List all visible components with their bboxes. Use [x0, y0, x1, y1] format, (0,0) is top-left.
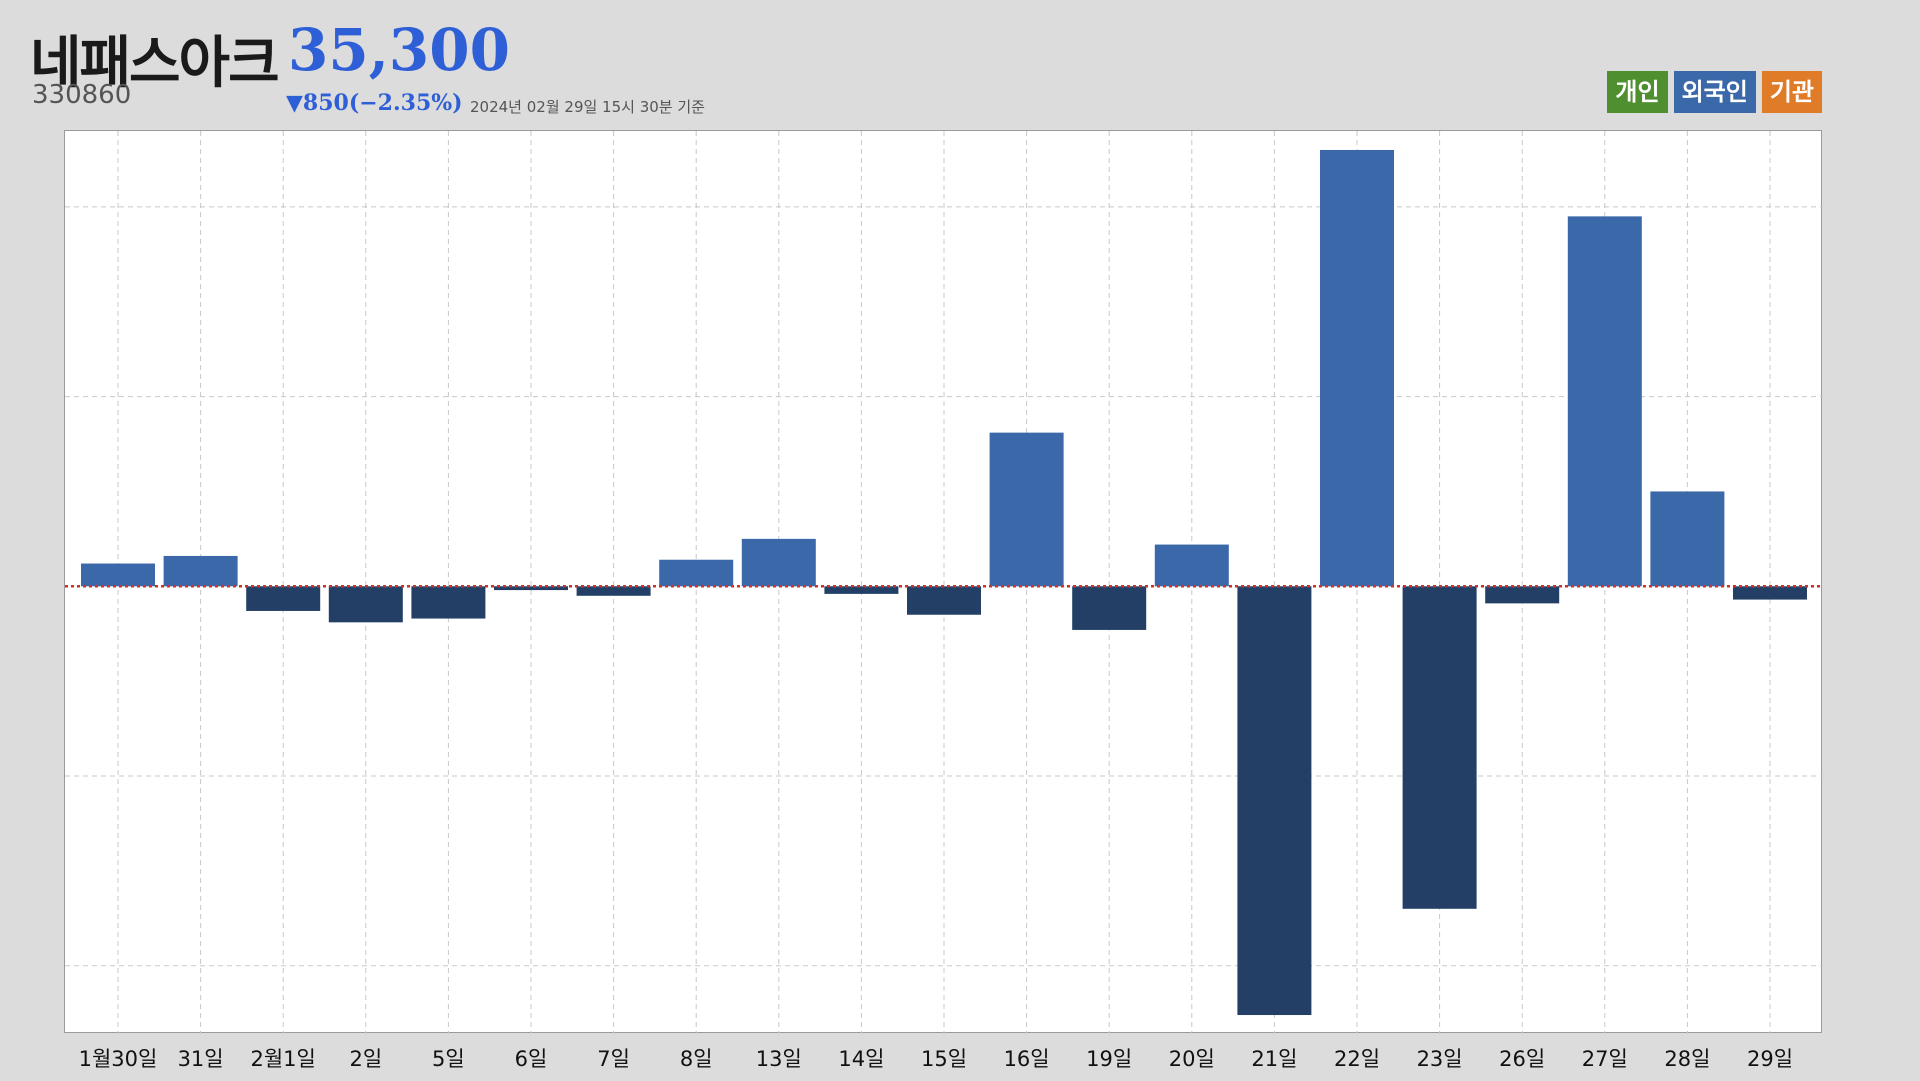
x-tick-label: 26일 — [1499, 1047, 1545, 1071]
x-tick-label: 5일 — [432, 1047, 465, 1071]
x-tick-label: 23일 — [1417, 1047, 1463, 1071]
x-tick-label: 22일 — [1334, 1047, 1380, 1071]
timestamp: 2024년 02월 29일 15시 30분 기준 — [470, 98, 705, 116]
x-tick-label: 2월1일 — [251, 1047, 316, 1071]
bar — [1567, 216, 1642, 587]
x-tick-label: 14일 — [838, 1047, 884, 1071]
bar — [1402, 586, 1477, 909]
x-tick-label: 1월30일 — [79, 1047, 158, 1071]
stock-price: 35,300 — [288, 16, 510, 84]
x-tick-label: 28일 — [1664, 1047, 1710, 1071]
x-tick-label: 21일 — [1251, 1047, 1297, 1071]
x-tick-label: 7일 — [597, 1047, 630, 1071]
x-tick-label: 8일 — [680, 1047, 713, 1071]
x-tick-label: 2일 — [349, 1047, 382, 1071]
bar — [576, 586, 651, 596]
bar — [328, 586, 403, 623]
bar — [907, 586, 981, 615]
bar — [494, 586, 568, 591]
chart-area: 10만5만0-5만-10만1월30일31일2월1일2일5일6일7일8일13일14… — [64, 130, 1823, 1071]
x-tick-label: 15일 — [921, 1047, 967, 1071]
bar — [1154, 544, 1229, 587]
legend-institution[interactable]: 기관 — [1761, 71, 1822, 113]
bar — [1072, 586, 1147, 630]
bar — [741, 538, 816, 587]
bar — [824, 586, 899, 594]
stock-code: 330860 — [32, 80, 132, 110]
x-tick-label: 6일 — [515, 1047, 548, 1071]
bar — [1733, 586, 1807, 600]
bar — [246, 586, 321, 611]
bar — [989, 432, 1064, 587]
bar — [163, 555, 238, 587]
bar — [1237, 586, 1312, 1016]
bar — [1485, 586, 1560, 604]
bar-chart: 10만5만0-5만-10만1월30일31일2월1일2일5일6일7일8일13일14… — [65, 131, 1823, 1071]
legend: 개인 외국인 기관 — [1607, 71, 1822, 113]
bar — [659, 559, 734, 587]
bar — [81, 563, 155, 587]
legend-foreign[interactable]: 외국인 — [1673, 71, 1756, 113]
x-tick-label: 29일 — [1747, 1047, 1793, 1071]
x-tick-label: 16일 — [1004, 1047, 1050, 1071]
price-change: ▼850(−2.35%) — [286, 90, 463, 116]
bar — [1320, 149, 1394, 587]
x-tick-label: 19일 — [1086, 1047, 1132, 1071]
x-tick-label: 20일 — [1169, 1047, 1215, 1071]
bar — [1650, 491, 1725, 587]
stock-name: 네패스아크 — [30, 31, 280, 96]
x-tick-label: 31일 — [178, 1047, 224, 1071]
legend-individual[interactable]: 개인 — [1607, 71, 1668, 113]
x-tick-label: 27일 — [1582, 1047, 1628, 1071]
bar — [411, 586, 486, 619]
x-tick-label: 13일 — [756, 1047, 802, 1071]
